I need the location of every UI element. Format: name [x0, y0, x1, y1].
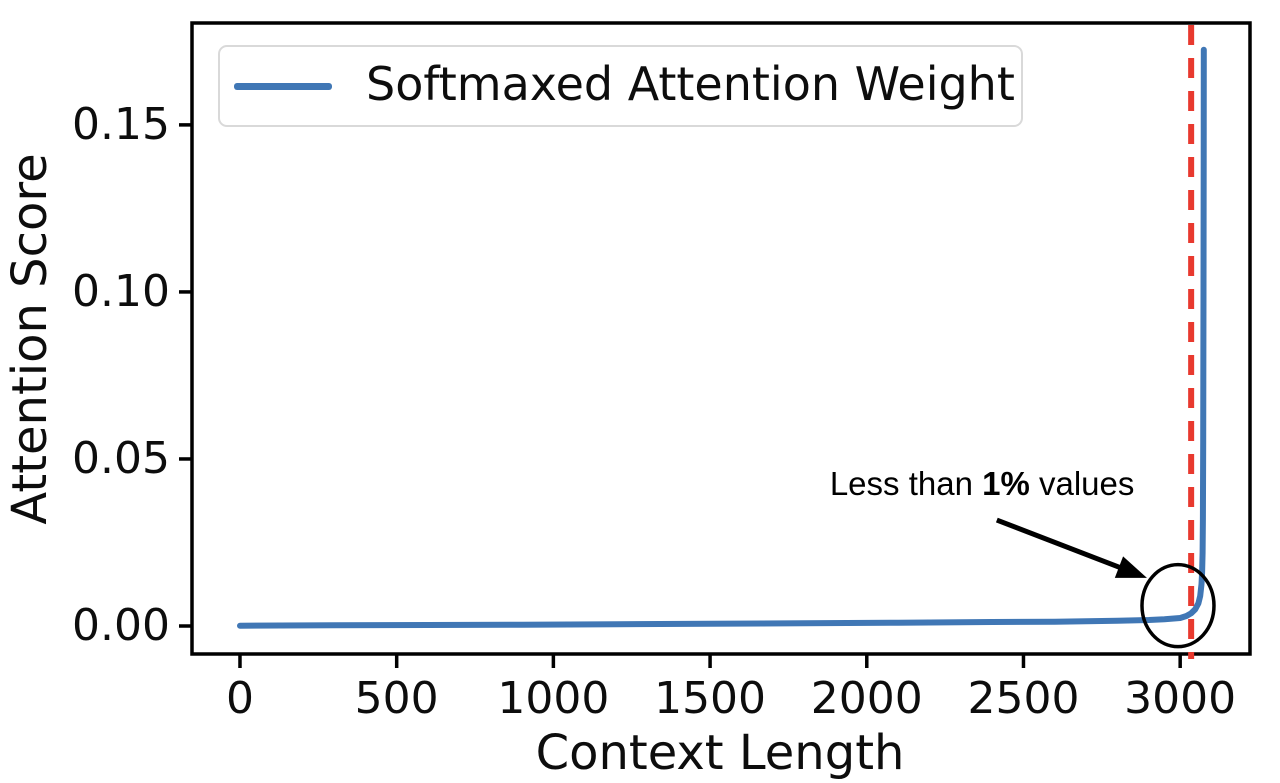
- y-tick-label: 0.00: [72, 600, 170, 651]
- x-tick-label: 2000: [810, 673, 923, 724]
- y-tick-label: 0.05: [72, 432, 170, 484]
- annotation-arrow-head: [1114, 556, 1147, 578]
- annotation-arrow-shaft: [995, 517, 1124, 571]
- annotation-text-prefix: Less than: [829, 465, 983, 503]
- x-tick-label: 0: [225, 673, 254, 724]
- attention-curve: [237, 46, 1207, 629]
- plot-border: [190, 21, 1252, 656]
- annotation-text-bold: 1%: [982, 465, 1030, 503]
- legend-line-sample: [234, 82, 332, 90]
- x-axis-title: Context Length: [535, 725, 905, 781]
- annotation-circle: [1140, 562, 1216, 649]
- annotation-text: Less than 1% values: [830, 465, 1135, 503]
- x-tick-label: 1000: [497, 673, 610, 724]
- x-tick-label: 500: [354, 673, 439, 724]
- x-tick-label: 2500: [967, 673, 1080, 724]
- y-tick-label: 0.10: [72, 265, 170, 317]
- legend: Softmaxed Attention Weight: [218, 45, 1023, 127]
- y-axis-title: Attention Score: [2, 153, 58, 525]
- legend-label: Softmaxed Attention Weight: [366, 57, 1015, 111]
- y-tick-label: 0.15: [72, 98, 170, 150]
- x-tick-label: 3000: [1124, 673, 1237, 724]
- annotation-text-suffix: values: [1029, 465, 1135, 503]
- x-tick-label: 1500: [654, 673, 767, 724]
